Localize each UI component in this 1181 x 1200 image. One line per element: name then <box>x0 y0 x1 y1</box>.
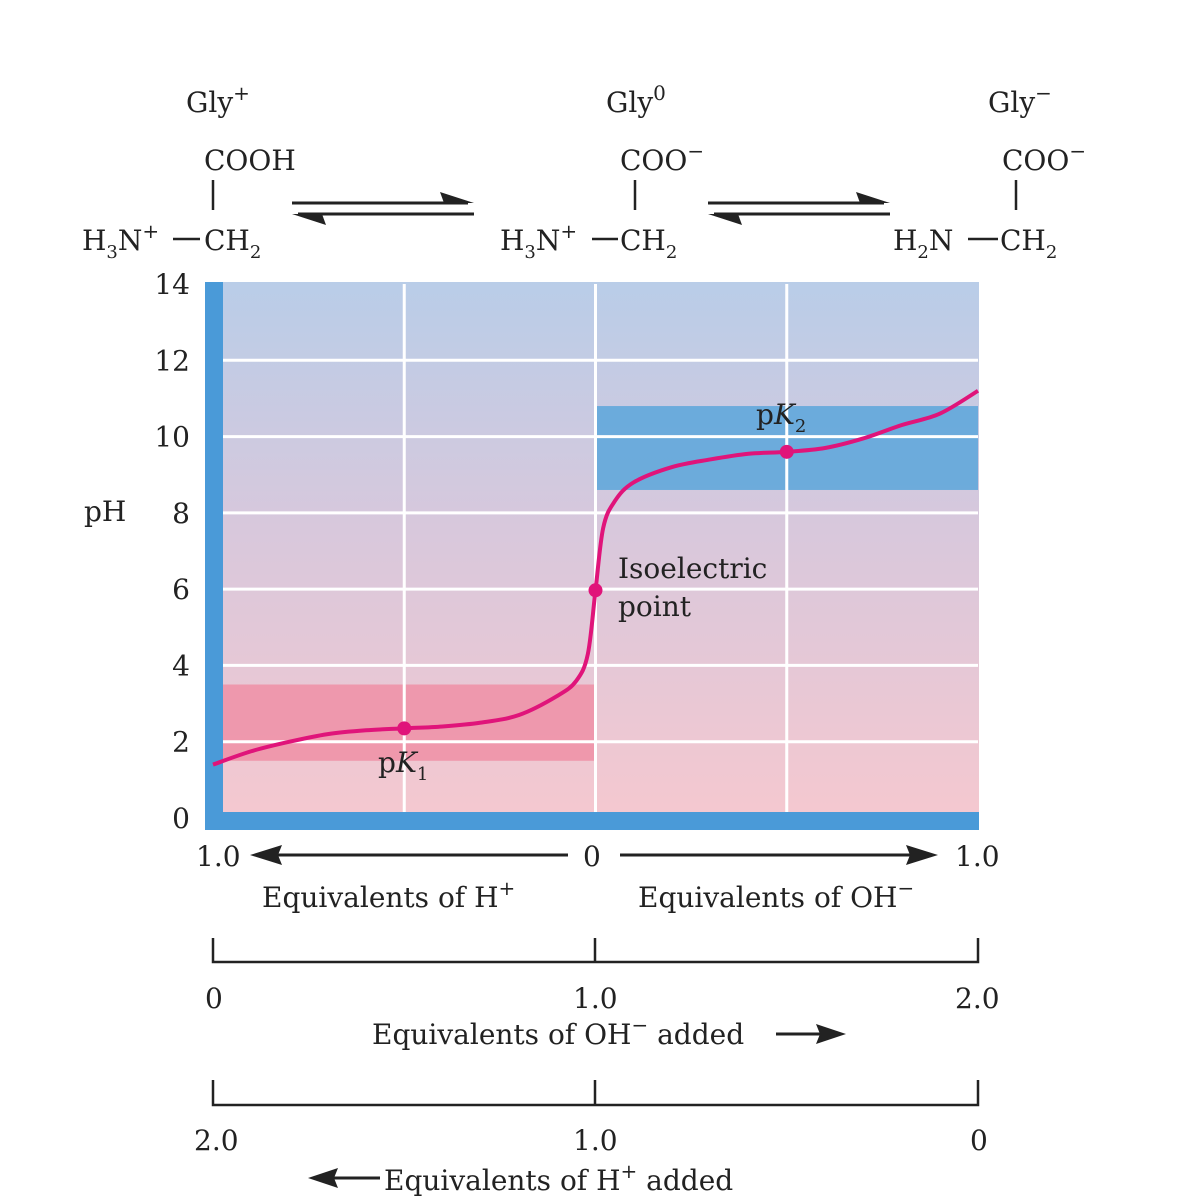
species-name: Gly− <box>988 81 1052 119</box>
h-added-arrow-head <box>308 1168 338 1188</box>
tick-label: 1.0 <box>573 982 618 1015</box>
alpha-carbon: CH2 <box>1000 224 1057 263</box>
pk2-label: pK2 <box>756 398 806 437</box>
species-name: Gly0 <box>606 81 666 119</box>
isoelectric-point-marker <box>588 583 603 598</box>
oh-added-label: Equivalents of OH− added <box>372 1013 744 1051</box>
pk2-point <box>779 444 794 459</box>
isoelectric-label-line1: Isoelectric <box>618 552 767 585</box>
alpha-carbon: CH2 <box>204 224 261 263</box>
species-gly-plus: Gly+ COOH H3N+ CH2 <box>82 81 296 263</box>
y-tick-label: 0 <box>172 802 190 835</box>
pk1-label: pK1 <box>378 746 428 785</box>
equivalents-axis: 1.0 0 1.0 Equivalents of H+ Equivalents … <box>196 840 1000 914</box>
y-tick-label: 8 <box>172 497 190 530</box>
y-tick-label: 14 <box>154 268 190 301</box>
h-added-axis: 2.0 1.0 0 Equivalents of H+ added <box>194 1080 988 1197</box>
tick-label: 1.0 <box>573 1124 618 1157</box>
tick-label-center: 0 <box>583 840 601 873</box>
carboxyl-group: COOH <box>204 144 296 177</box>
left-axis-bar <box>205 282 223 830</box>
oh-added-arrow-head <box>816 1024 846 1044</box>
species-gly-zero: Gly0 COO− H3N+ CH2 <box>500 81 704 263</box>
tick-label-left: 1.0 <box>196 840 241 873</box>
tick-label: 2.0 <box>955 982 1000 1015</box>
tick-label: 0 <box>970 1124 988 1157</box>
tick-label-right: 1.0 <box>955 840 1000 873</box>
equilibrium-arrows-2 <box>708 192 890 225</box>
y-tick-label: 4 <box>172 649 190 682</box>
arrow-right-head <box>906 845 938 865</box>
oh-added-axis: 0 1.0 2.0 Equivalents of OH− added <box>205 938 1000 1051</box>
h-added-scale-bracket <box>211 1080 980 1107</box>
y-tick-labels: 0 2 4 6 8 10 12 14 <box>154 268 190 835</box>
tick-label: 0 <box>205 982 223 1015</box>
tick-label: 2.0 <box>194 1124 239 1157</box>
oh-added-scale-bracket <box>211 938 980 964</box>
plot-area <box>205 282 980 830</box>
oh-equivalents-label: Equivalents of OH− <box>638 876 914 914</box>
carboxylate-group: COO− <box>620 139 704 177</box>
y-tick-label: 12 <box>154 344 190 377</box>
y-tick-label: 10 <box>154 421 190 454</box>
h-added-label: Equivalents of H+ added <box>384 1159 733 1197</box>
alpha-carbon: CH2 <box>620 224 677 263</box>
bottom-axis-bar <box>205 812 979 830</box>
isoelectric-label-line2: point <box>618 590 692 623</box>
pk1-point <box>397 721 412 736</box>
h-equivalents-label: Equivalents of H+ <box>262 876 515 914</box>
amine-group: H2N <box>893 224 953 263</box>
species-name: Gly+ <box>186 81 250 119</box>
amine-group: H3N+ <box>82 219 159 263</box>
species-gly-minus: Gly− COO− H2N CH2 <box>893 81 1086 263</box>
y-tick-label: 6 <box>172 573 190 606</box>
amine-group: H3N+ <box>500 219 577 263</box>
arrow-left-head <box>250 845 282 865</box>
equilibrium-arrows-1 <box>292 192 474 225</box>
carboxylate-group: COO− <box>1002 139 1086 177</box>
y-tick-label: 2 <box>172 726 190 759</box>
y-axis-label: pH <box>84 495 126 528</box>
